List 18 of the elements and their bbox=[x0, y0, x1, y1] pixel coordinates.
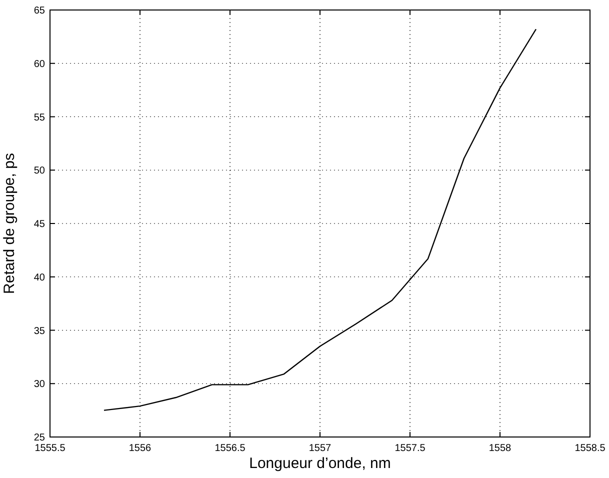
x-tick-label: 1557.5 bbox=[394, 443, 426, 454]
y-tick-label: 30 bbox=[34, 379, 46, 390]
x-tick-label: 1557 bbox=[308, 443, 332, 454]
y-tick-label: 65 bbox=[34, 6, 46, 16]
y-tick-label: 25 bbox=[34, 432, 46, 444]
x-tick-label: 1555.5 bbox=[34, 443, 66, 454]
y-tick-label: 60 bbox=[34, 58, 46, 70]
x-tick-label: 1556.5 bbox=[214, 443, 246, 454]
x-tick-label: 1558.5 bbox=[574, 443, 606, 454]
y-tick-label: 55 bbox=[34, 112, 46, 124]
y-axis-title: Retard de groupe, ps bbox=[1, 153, 18, 294]
x-tick-label: 1558 bbox=[488, 443, 512, 454]
x-tick-label: 1556 bbox=[128, 443, 152, 454]
x-axis-title: Longueur d’onde, nm bbox=[249, 455, 391, 472]
y-tick-label: 50 bbox=[34, 166, 46, 177]
y-tick-label: 45 bbox=[34, 219, 46, 230]
y-tick-label: 35 bbox=[34, 326, 46, 337]
y-tick-label: 40 bbox=[34, 272, 46, 284]
